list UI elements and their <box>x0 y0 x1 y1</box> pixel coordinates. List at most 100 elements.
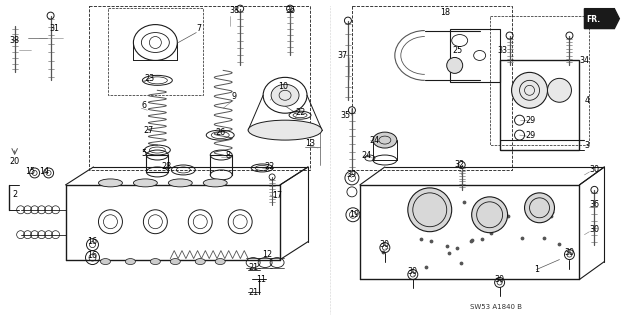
Text: 24: 24 <box>361 150 371 160</box>
Text: 38: 38 <box>229 6 239 15</box>
Point <box>477 236 487 241</box>
Text: 31: 31 <box>50 24 60 33</box>
Text: 32: 32 <box>455 160 465 170</box>
Text: 25: 25 <box>453 46 463 55</box>
Text: FR.: FR. <box>586 15 601 24</box>
Point <box>429 218 439 223</box>
Point <box>421 264 431 269</box>
Ellipse shape <box>133 179 157 187</box>
Text: 36: 36 <box>285 6 295 15</box>
Point <box>538 235 548 240</box>
Text: 30: 30 <box>408 267 418 276</box>
Text: 15: 15 <box>25 167 36 176</box>
Text: 20: 20 <box>10 157 20 166</box>
Point <box>547 210 557 215</box>
Ellipse shape <box>248 120 322 140</box>
Point <box>426 238 436 244</box>
Ellipse shape <box>101 259 110 265</box>
Bar <box>352 6 512 170</box>
Point <box>487 230 497 236</box>
Point <box>554 241 564 246</box>
Point <box>546 213 556 218</box>
Text: 27: 27 <box>143 126 154 135</box>
Point <box>475 211 485 216</box>
Text: 9: 9 <box>231 92 236 101</box>
Text: 14: 14 <box>39 167 50 176</box>
Text: 16: 16 <box>87 237 97 246</box>
Text: 29: 29 <box>526 131 536 140</box>
Text: 11: 11 <box>256 275 266 284</box>
Text: 29: 29 <box>526 116 536 125</box>
Text: 5: 5 <box>141 148 147 157</box>
Text: 23: 23 <box>145 74 155 83</box>
Bar <box>108 8 203 95</box>
Text: 8: 8 <box>225 150 230 160</box>
Ellipse shape <box>99 179 122 187</box>
Ellipse shape <box>373 132 397 148</box>
Point <box>517 235 527 240</box>
Circle shape <box>447 58 462 73</box>
Text: 30: 30 <box>589 225 599 234</box>
Point <box>467 237 477 242</box>
Ellipse shape <box>170 259 180 265</box>
Point <box>452 246 462 251</box>
Text: 12: 12 <box>262 250 272 259</box>
Point <box>441 244 452 249</box>
Point <box>436 217 447 222</box>
Text: 7: 7 <box>196 24 201 33</box>
Text: SW53 A1840 B: SW53 A1840 B <box>469 304 522 310</box>
Point <box>466 239 476 244</box>
Text: 22: 22 <box>264 163 275 172</box>
Point <box>444 250 454 255</box>
Text: 33: 33 <box>497 46 508 55</box>
Text: 18: 18 <box>440 8 450 17</box>
Text: 30: 30 <box>589 165 599 174</box>
Text: 26: 26 <box>215 128 225 137</box>
Polygon shape <box>584 9 619 28</box>
Bar <box>89 6 310 170</box>
Text: 3: 3 <box>584 140 589 149</box>
Point <box>455 260 466 266</box>
Text: 19: 19 <box>349 210 359 219</box>
Ellipse shape <box>150 259 161 265</box>
Text: 17: 17 <box>272 191 282 200</box>
Ellipse shape <box>215 259 225 265</box>
Bar <box>490 16 589 145</box>
Ellipse shape <box>203 179 227 187</box>
Text: 22: 22 <box>295 108 305 117</box>
Point <box>485 201 496 206</box>
Text: 30: 30 <box>494 275 505 284</box>
Ellipse shape <box>196 259 205 265</box>
Text: 10: 10 <box>278 82 288 91</box>
Ellipse shape <box>168 179 192 187</box>
Text: 6: 6 <box>141 101 147 110</box>
Text: 16: 16 <box>87 251 97 260</box>
Text: 38: 38 <box>10 36 20 45</box>
Point <box>417 236 427 242</box>
Text: 30: 30 <box>564 248 575 257</box>
Point <box>478 207 488 212</box>
Bar <box>450 28 499 82</box>
Text: 30: 30 <box>380 240 390 249</box>
Point <box>378 250 388 255</box>
Text: 37: 37 <box>338 51 348 60</box>
Text: 28: 28 <box>161 163 171 172</box>
Text: 4: 4 <box>584 96 589 105</box>
Text: 36: 36 <box>589 200 599 209</box>
Text: 2: 2 <box>12 190 17 199</box>
Point <box>424 197 434 203</box>
Text: 13: 13 <box>305 139 315 148</box>
Circle shape <box>512 72 547 108</box>
Text: 39: 39 <box>346 171 356 180</box>
Text: 21: 21 <box>248 288 258 297</box>
Text: 34: 34 <box>580 56 589 65</box>
Ellipse shape <box>125 259 136 265</box>
Ellipse shape <box>271 84 299 106</box>
Text: 1: 1 <box>534 265 539 274</box>
Circle shape <box>471 197 508 233</box>
Circle shape <box>524 193 554 223</box>
Point <box>459 199 469 204</box>
Circle shape <box>408 188 452 232</box>
Circle shape <box>547 78 571 102</box>
Point <box>503 213 513 218</box>
